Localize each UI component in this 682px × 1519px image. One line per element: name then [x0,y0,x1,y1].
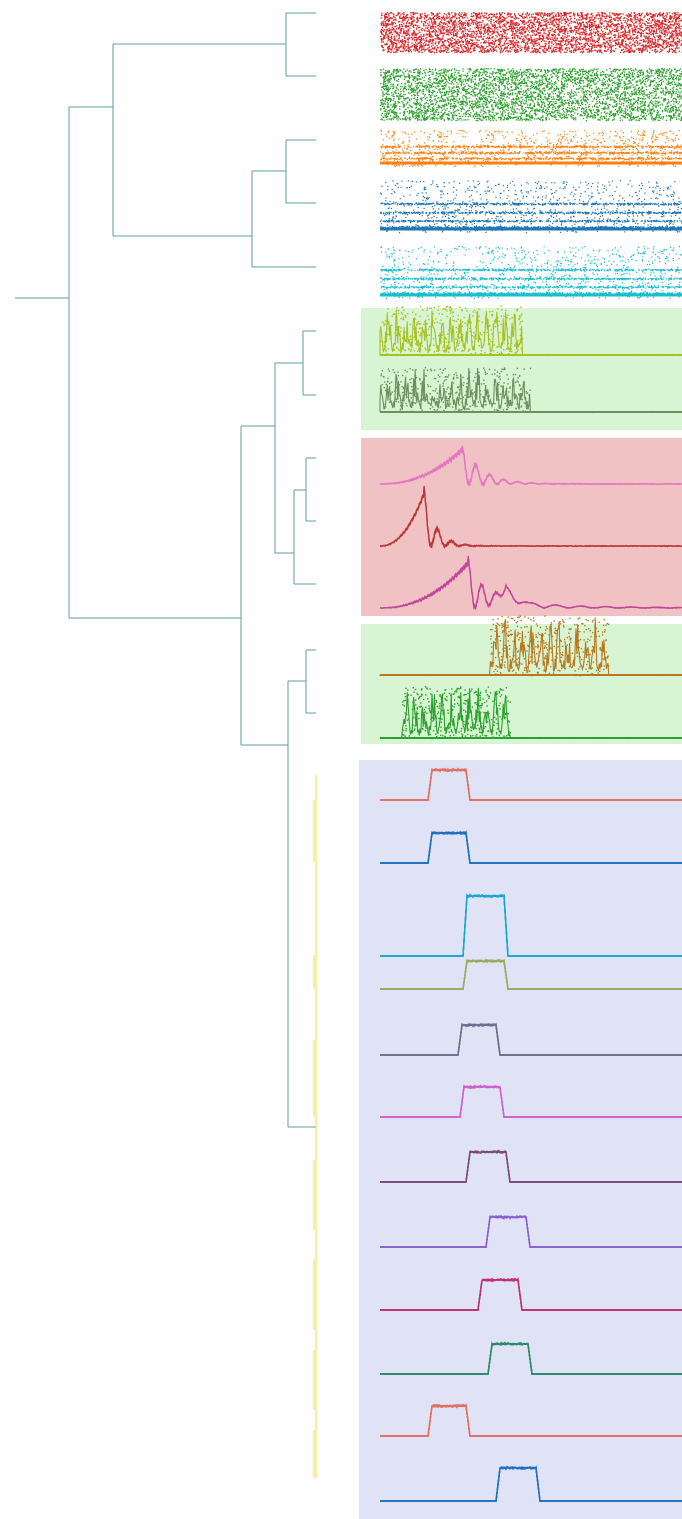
pulse-orchid-trace [380,1084,682,1118]
noise-cyan-trace [380,246,682,299]
pulse-olive-trace [380,958,682,990]
noise-orange-trace [380,130,682,168]
oscillation-magenta-trace [379,555,682,610]
noise-blue-trace [380,180,682,234]
oscillation-brown-trace [379,485,682,549]
pulse-blue-2-trace [380,1465,682,1502]
red-group-background [361,438,682,616]
burst-brown-trace [379,615,682,677]
pulse-blue-trace [380,830,682,864]
pulse-teal-trace [380,1341,682,1375]
noise-red-trace [380,12,682,54]
pulse-cyan-trace [380,892,682,957]
burst-green-trace [379,686,682,740]
pulse-plum-trace [380,1149,682,1183]
burst-gray-trace [379,367,682,414]
series-traces [379,12,682,1502]
pulse-slate-trace [380,1022,682,1056]
blue-group-background [359,760,682,1519]
oscillation-pink-trace [379,445,682,488]
pulse-salmon-trace [380,767,682,801]
dendrogram-tree [15,12,317,1478]
pulse-salmon-2-trace [380,1403,682,1437]
burst-olive-trace [379,305,682,357]
pulse-crimson-trace [380,1277,682,1311]
group-backgrounds [359,308,682,1519]
noise-green-trace [380,68,682,122]
pulse-violet-trace [380,1214,682,1248]
